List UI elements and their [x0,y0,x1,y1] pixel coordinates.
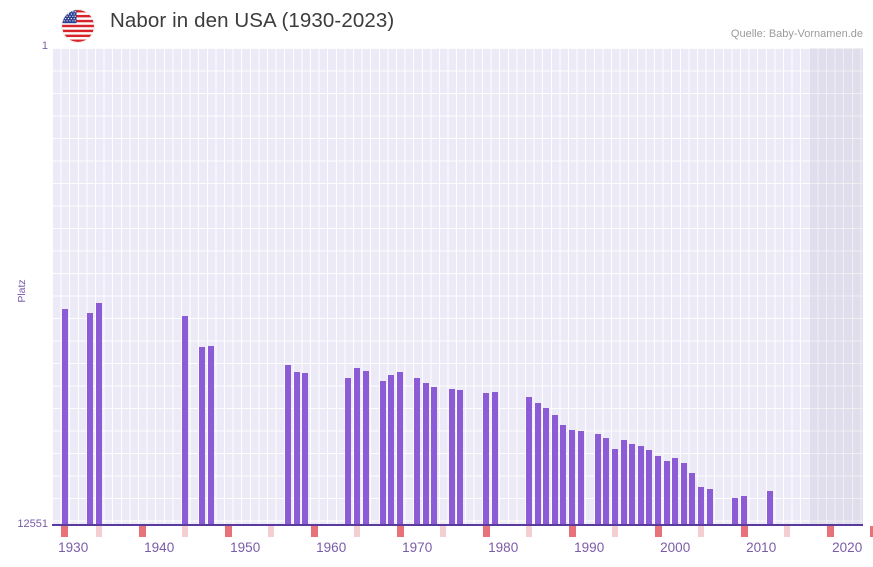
x-axis-tick-strip [52,526,873,537]
bar [680,463,687,525]
bar [672,458,679,525]
bar [457,390,464,525]
page-title: Nabor in den USA (1930-2023) [110,9,395,32]
x-axis-tick-mark [396,526,404,537]
x-axis-tick-mark [826,526,834,537]
x-axis-tick-mark [61,526,69,537]
y-axis-title: Platz [16,279,28,303]
bar [689,473,696,525]
x-axis-tick-label: 2010 [746,540,777,555]
bar [551,415,558,525]
bar [422,383,429,525]
x-axis-tick-label: 1950 [230,540,261,555]
x-axis-tick-mark [568,526,576,537]
x-axis-tick-mark [525,526,532,537]
x-axis-tick-mark [783,526,790,537]
x-axis-tick-mark [353,526,360,537]
bar [448,389,455,525]
x-axis-tick-mark [611,526,618,537]
x-axis-tick-mark [697,526,704,537]
bar [345,378,352,525]
us-flag-icon [62,10,94,42]
x-axis-tick-mark [267,526,274,537]
bar [87,313,94,525]
y-axis-min-label: 12551 [17,518,48,530]
bar [95,303,103,525]
x-axis-tick-label: 1930 [58,540,89,555]
bar [353,368,361,525]
x-axis-tick-mark [138,526,146,537]
x-axis-tick-mark [482,526,490,537]
bar [577,431,584,525]
bar [199,347,206,525]
bar [568,430,576,525]
bar [732,498,739,525]
bar [697,487,705,525]
x-axis-tick-label: 1960 [316,540,347,555]
bar [431,387,438,525]
bar [534,403,541,525]
bar [396,372,404,525]
bar [285,365,292,525]
bar [603,438,610,525]
x-axis-tick-label: 2020 [832,540,863,555]
bar [594,434,601,525]
bar [379,381,386,525]
x-axis-tick-label: 2000 [660,540,691,555]
bar [766,491,773,525]
bar [181,316,189,525]
bar [207,346,214,525]
chart-header: Nabor in den USA (1930-2023) Quelle: Bab… [0,0,873,46]
bar [414,378,421,525]
bar [61,309,68,525]
source-attribution: Quelle: Baby-Vornamen.de [730,28,863,40]
bar [482,393,490,525]
x-axis-tick-label: 1940 [144,540,175,555]
bar [646,450,653,525]
x-axis-tick-mark [95,526,102,537]
x-axis-tick-label: 1980 [488,540,519,555]
x-axis-tick-mark [310,526,318,537]
x-axis-tick-label: 1970 [402,540,433,555]
bar [302,373,309,525]
x-axis-tick-label: 1990 [574,540,605,555]
x-axis-line [52,524,863,526]
bar [611,449,619,525]
bar [620,440,627,525]
x-axis-tick-mark [740,526,748,537]
bar [388,375,395,525]
bar [740,496,748,525]
x-axis-tick-mark [869,526,873,537]
x-axis-tick-mark [439,526,446,537]
forecast-shaded-band [808,48,863,525]
x-axis-tick-mark [654,526,662,537]
x-axis-tick-mark [224,526,232,537]
bar [654,456,662,525]
bar [543,408,550,525]
bar [706,489,713,525]
x-axis-labels: 1930 1940 1950 1960 1970 1980 1990 2000 2010 2020 [52,540,863,562]
bar [362,371,369,525]
bar [525,397,533,525]
bar [637,446,644,525]
bar [629,444,636,525]
bar [293,372,300,525]
bar [560,425,567,525]
bar [491,392,498,525]
bar [663,461,670,525]
chart-plot-area [52,48,863,525]
x-axis-tick-mark [181,526,188,537]
y-axis-max-label: 1 [41,40,48,52]
